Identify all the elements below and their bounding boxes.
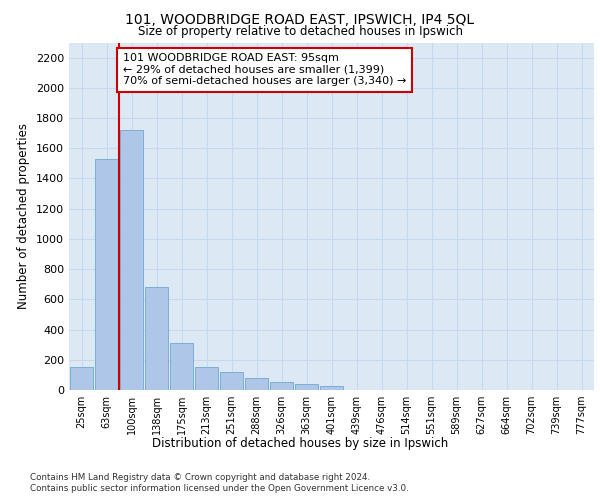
Bar bbox=[145, 288, 169, 390]
Bar bbox=[119, 130, 143, 390]
Bar bbox=[269, 382, 293, 390]
Text: 101, WOODBRIDGE ROAD EAST, IPSWICH, IP4 5QL: 101, WOODBRIDGE ROAD EAST, IPSWICH, IP4 … bbox=[125, 12, 475, 26]
Bar bbox=[95, 159, 118, 390]
Text: 101 WOODBRIDGE ROAD EAST: 95sqm
← 29% of detached houses are smaller (1,399)
70%: 101 WOODBRIDGE ROAD EAST: 95sqm ← 29% of… bbox=[123, 53, 406, 86]
Bar bbox=[245, 378, 268, 390]
Bar bbox=[70, 366, 94, 390]
Bar bbox=[295, 384, 319, 390]
Bar bbox=[220, 372, 244, 390]
Text: Distribution of detached houses by size in Ipswich: Distribution of detached houses by size … bbox=[152, 438, 448, 450]
Text: Contains public sector information licensed under the Open Government Licence v3: Contains public sector information licen… bbox=[30, 484, 409, 493]
Bar bbox=[320, 386, 343, 390]
Bar bbox=[194, 366, 218, 390]
Text: Size of property relative to detached houses in Ipswich: Size of property relative to detached ho… bbox=[137, 25, 463, 38]
Y-axis label: Number of detached properties: Number of detached properties bbox=[17, 123, 31, 309]
Text: Contains HM Land Registry data © Crown copyright and database right 2024.: Contains HM Land Registry data © Crown c… bbox=[30, 472, 370, 482]
Bar bbox=[170, 343, 193, 390]
